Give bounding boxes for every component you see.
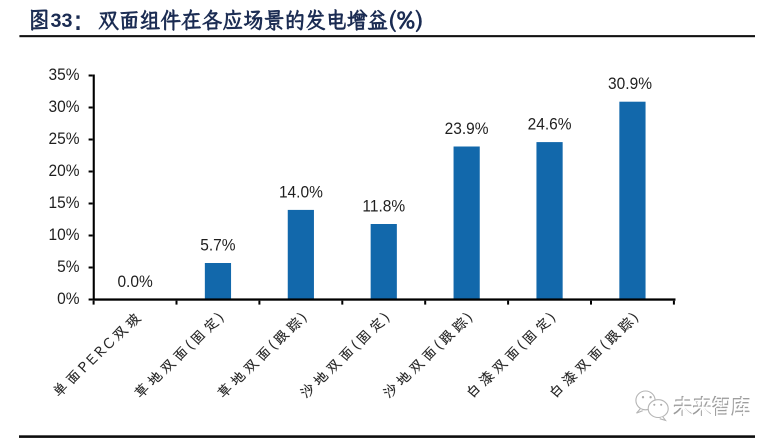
svg-text:5%: 5% [57,257,79,276]
svg-text:33: 33 [51,10,73,32]
svg-text:14.0%: 14.0% [279,183,323,202]
svg-text:11.8%: 11.8% [362,197,405,216]
svg-text:0%: 0% [57,289,79,308]
svg-text:24.6%: 24.6% [528,115,572,134]
svg-text:30.9%: 30.9% [608,74,652,93]
svg-text:30%: 30% [48,97,79,116]
svg-text:10%: 10% [48,225,79,244]
svg-text:35%: 35% [48,65,79,84]
svg-text:0.0%: 0.0% [117,272,152,291]
svg-text:23.9%: 23.9% [445,119,489,138]
svg-text:5.7%: 5.7% [200,236,235,255]
svg-text:15%: 15% [48,193,79,212]
svg-text:20%: 20% [48,161,79,180]
svg-text:25%: 25% [48,129,79,148]
